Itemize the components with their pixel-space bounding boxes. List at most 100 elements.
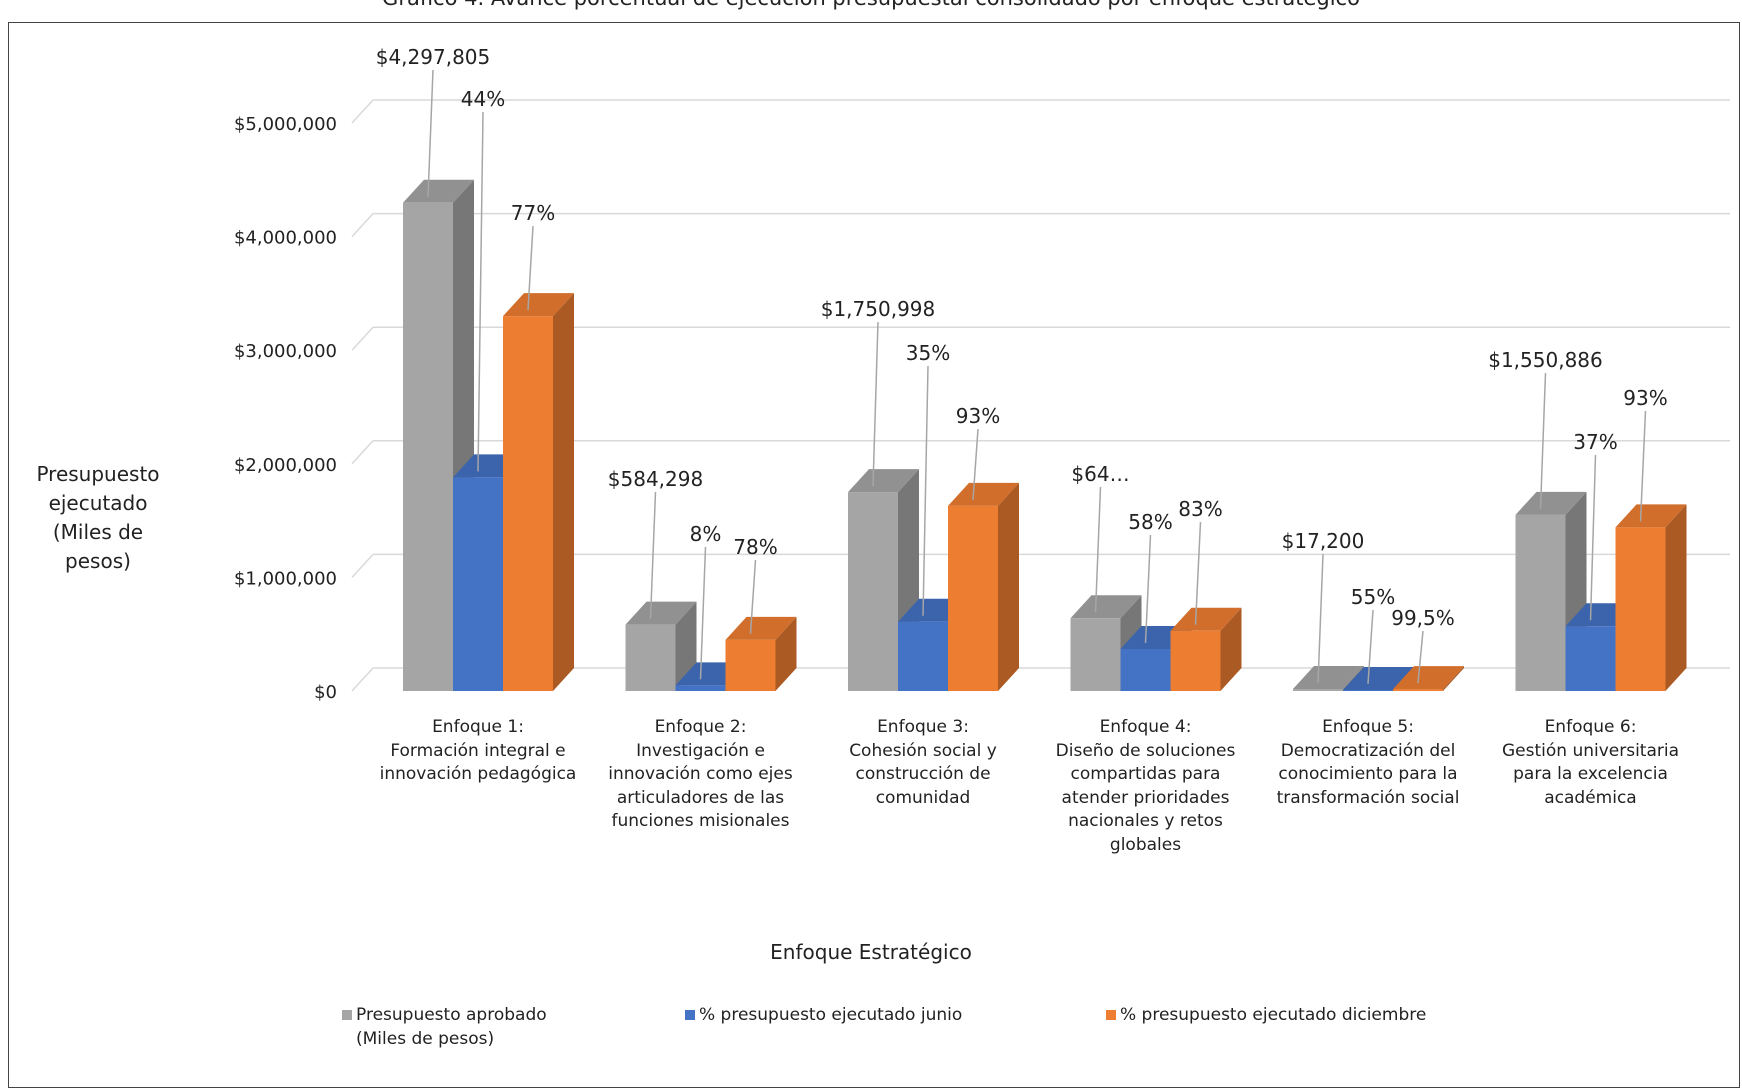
bar-side [775, 616, 797, 691]
bar [1615, 527, 1666, 691]
chart-frame [8, 22, 1740, 1088]
data-label: $1,550,886 [1488, 348, 1603, 372]
data-label: $17,200 [1282, 529, 1365, 553]
data-label: 44% [461, 87, 505, 111]
x-tick-label: Enfoque 2: Investigación e innovación co… [608, 717, 793, 831]
bar [1393, 689, 1443, 691]
bar-side [553, 293, 574, 691]
data-label-leader [1317, 553, 1324, 684]
data-label-leader [922, 365, 929, 616]
x-tick-label: Enfoque 4: Diseño de soluciones comparti… [1055, 717, 1236, 855]
bar [725, 639, 776, 691]
bar [1293, 689, 1343, 691]
legend-label: Presupuesto aprobado (Miles de pesos) [356, 1005, 547, 1049]
legend-swatch [342, 1010, 352, 1020]
bar-top [948, 482, 1019, 506]
data-label: 77% [511, 201, 555, 225]
x-tick-label: Enfoque 1: Formación integral e innovaci… [379, 717, 577, 784]
bar [898, 621, 948, 691]
legend-swatch [685, 1010, 695, 1020]
data-label-leader [872, 321, 879, 487]
bar-top [725, 616, 797, 640]
bar [1070, 618, 1121, 691]
data-label: $64… [1071, 462, 1129, 486]
y-tick-label: $3,000,000 [234, 341, 337, 362]
data-label: 93% [1623, 386, 1667, 410]
y-tick-label: $0 [314, 682, 337, 703]
gridline-depth [351, 213, 374, 238]
bar [1565, 626, 1616, 691]
data-label-leader [477, 111, 484, 472]
bar-side [1665, 504, 1687, 691]
data-label: 8% [690, 522, 722, 546]
data-label-leader [749, 559, 757, 634]
gridline-depth [351, 667, 374, 692]
bar [625, 624, 676, 691]
bar-top [403, 179, 474, 203]
bar-side [998, 482, 1019, 691]
legend-label: % presupuesto ejecutado junio [699, 1005, 963, 1025]
data-label: 99,5% [1391, 606, 1455, 630]
data-label-leader [1639, 410, 1647, 522]
gridline-depth [351, 440, 374, 465]
x-tick-label: Enfoque 6: Gestión universitaria para la… [1501, 717, 1680, 808]
data-label: $584,298 [608, 467, 703, 491]
bar-side [1443, 666, 1464, 691]
legend-item: Presupuesto aprobado (Miles de pesos) [342, 1003, 547, 1051]
bar [1515, 514, 1566, 691]
data-label: 35% [906, 341, 950, 365]
bar-top [625, 601, 697, 625]
bar-top [848, 469, 919, 493]
bar [1170, 630, 1221, 691]
data-label-leader [1417, 630, 1424, 684]
bar [453, 477, 503, 691]
legend-item: % presupuesto ejecutado diciembre [1106, 1003, 1426, 1027]
data-label: $1,750,998 [821, 297, 936, 321]
data-label-leader [1589, 454, 1597, 621]
y-tick-label: $5,000,000 [234, 114, 337, 135]
gridline-depth [351, 99, 374, 124]
bar-top [1393, 666, 1464, 690]
gridline-depth [351, 553, 374, 578]
data-label-leader [1539, 372, 1547, 509]
bar-side [1220, 607, 1242, 691]
y-tick-label: $1,000,000 [234, 568, 337, 589]
bar [503, 316, 553, 691]
y-axis-label: Presupuesto ejecutado (Miles de pesos) [36, 462, 160, 573]
legend-item: % presupuesto ejecutado junio [685, 1003, 962, 1027]
data-label: 55% [1351, 585, 1395, 609]
bar-top [1170, 607, 1242, 631]
bar [948, 505, 998, 691]
data-label-leader [1367, 609, 1374, 685]
data-label: $4,297,805 [376, 45, 491, 69]
bar-top [1515, 491, 1587, 515]
data-label: 58% [1128, 510, 1172, 534]
bar [675, 685, 726, 691]
data-label: 93% [956, 404, 1000, 428]
data-label-leader [649, 491, 657, 619]
data-label-leader [1194, 521, 1202, 625]
bar-top [1343, 666, 1414, 690]
bar [1343, 689, 1393, 691]
bar [848, 492, 898, 691]
data-label-leader [527, 225, 534, 311]
bar-top [1070, 595, 1142, 619]
data-label-leader [699, 546, 707, 680]
bar-top [503, 293, 574, 317]
data-label: 37% [1573, 430, 1617, 454]
data-label-leader [427, 69, 434, 197]
y-tick-label: $4,000,000 [234, 228, 337, 249]
data-label: 78% [733, 535, 777, 559]
data-label: 83% [1178, 497, 1222, 521]
chart-title: Gráfico 4. Avance porcentual de ejecució… [0, 0, 1742, 10]
legend-label: % presupuesto ejecutado diciembre [1120, 1005, 1427, 1025]
x-axis-label: Enfoque Estratégico [770, 940, 972, 964]
bar [403, 202, 453, 691]
legend-swatch [1106, 1010, 1116, 1020]
bar-top [1615, 504, 1687, 528]
data-label-leader [972, 428, 979, 500]
data-label-leader [1094, 486, 1102, 613]
x-tick-label: Enfoque 3: Cohesión social y construcció… [849, 717, 997, 808]
bar-top [1293, 666, 1364, 690]
x-tick-label: Enfoque 5: Democratización del conocimie… [1276, 717, 1460, 808]
